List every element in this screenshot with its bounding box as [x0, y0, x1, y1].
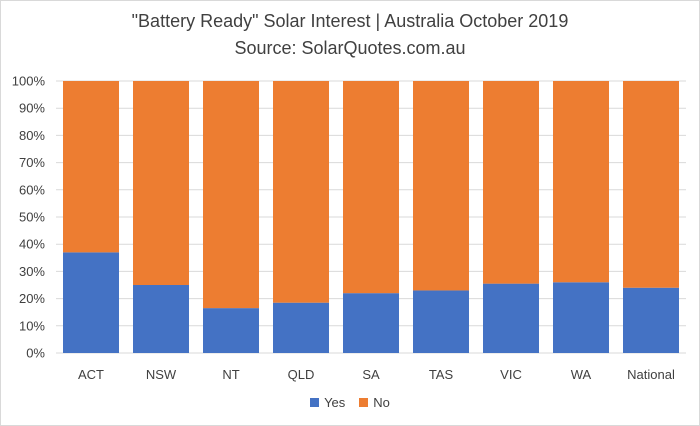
bar-yes-act [63, 252, 119, 353]
x-tick-label: WA [571, 367, 592, 382]
legend-item-no: No [359, 395, 390, 410]
x-tick-label: QLD [288, 367, 315, 382]
bar-yes-wa [553, 282, 609, 353]
bar-yes-national [623, 287, 679, 353]
bar-yes-vic [483, 283, 539, 353]
y-tick-label: 100% [12, 74, 46, 89]
bar-yes-nsw [133, 285, 189, 353]
legend-swatch-no [359, 398, 369, 407]
legend-item-yes: Yes [310, 395, 345, 410]
x-tick-label: SA [362, 367, 380, 382]
bar-yes-nt [203, 308, 259, 353]
legend-label-yes: Yes [324, 395, 346, 410]
y-tick-label: 70% [19, 155, 45, 170]
bar-no-qld [273, 81, 329, 303]
chart-subtitle: Source: SolarQuotes.com.au [234, 38, 466, 58]
y-tick-label: 50% [19, 210, 45, 225]
chart-title: "Battery Ready" Solar Interest | Austral… [131, 11, 569, 31]
y-tick-label: 80% [19, 128, 45, 143]
bar-no-national [623, 81, 679, 288]
y-tick-label: 40% [19, 237, 45, 252]
bar-yes-sa [343, 293, 399, 353]
y-tick-label: 0% [26, 346, 45, 361]
bar-no-sa [343, 81, 399, 294]
bar-yes-qld [273, 302, 329, 353]
y-tick-label: 90% [19, 101, 45, 116]
bar-no-nt [203, 81, 259, 309]
legend: Yes No [1, 395, 699, 410]
legend-label-no: No [373, 395, 390, 410]
x-tick-label: ACT [78, 367, 104, 382]
bar-no-wa [553, 81, 609, 283]
y-tick-label: 20% [19, 291, 45, 306]
y-tick-label: 60% [19, 182, 45, 197]
legend-swatch-yes [310, 398, 320, 407]
x-tick-label: TAS [429, 367, 454, 382]
y-tick-label: 30% [19, 264, 45, 279]
x-tick-label: National [627, 367, 675, 382]
bar-no-nsw [133, 81, 189, 285]
x-tick-label: NSW [146, 367, 177, 382]
x-tick-label: NT [222, 367, 239, 382]
x-tick-label: VIC [500, 367, 522, 382]
y-tick-label: 10% [19, 318, 45, 333]
bar-yes-tas [413, 290, 469, 353]
bar-no-vic [483, 81, 539, 284]
bar-no-tas [413, 81, 469, 291]
bar-no-act [63, 81, 119, 253]
